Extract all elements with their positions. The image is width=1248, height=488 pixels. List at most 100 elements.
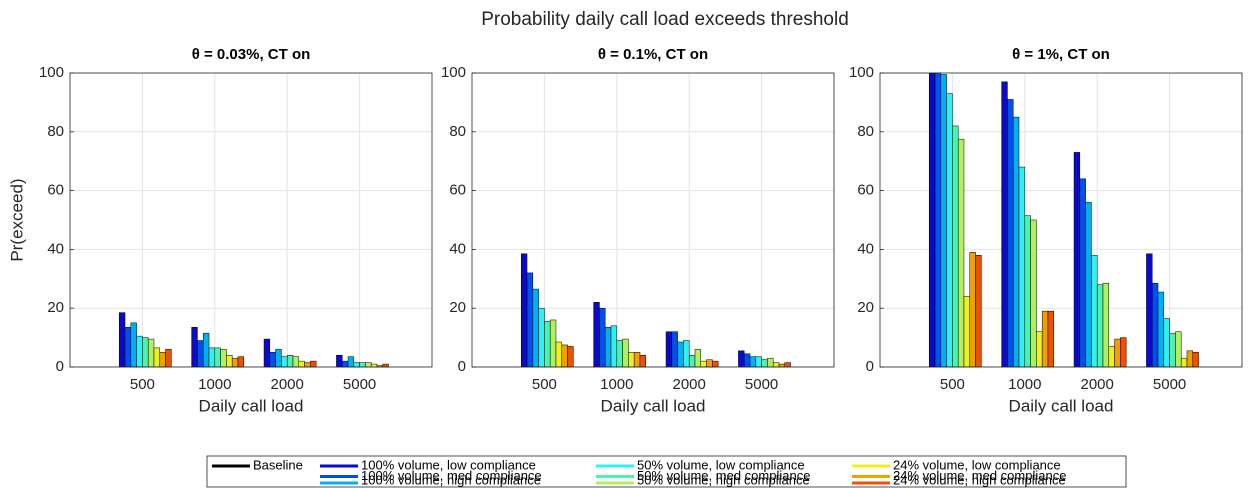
bar [1175, 331, 1182, 368]
legend-label: 50% volume, med compliance [637, 468, 810, 483]
bar [963, 296, 971, 368]
bar [370, 363, 378, 368]
bar [784, 362, 791, 368]
y-tick-label: 60 [857, 182, 874, 199]
bar [957, 138, 965, 368]
legend-label: 100% volume, high compliance [361, 472, 541, 487]
x-tick-label: 2000 [271, 376, 304, 393]
bar [153, 347, 161, 368]
y-tick-label: 100 [39, 64, 64, 81]
bar [743, 353, 751, 368]
bar [1018, 166, 1026, 368]
bar [191, 327, 198, 368]
bar [694, 349, 702, 368]
bar [208, 347, 216, 368]
bar [622, 338, 629, 368]
bar [639, 354, 647, 368]
bar [1186, 350, 1194, 368]
bar [1163, 318, 1170, 368]
bar [165, 349, 172, 368]
bar [341, 360, 349, 368]
legend-label: 24% volume, high compliance [893, 472, 1066, 487]
legend-label: 50% volume, low compliance [637, 457, 805, 472]
bar [593, 302, 600, 368]
bar [365, 362, 372, 368]
axes-box [69, 72, 433, 368]
bar [286, 354, 294, 368]
bar [749, 356, 757, 368]
legend-label: 24% volume, low compliance [893, 457, 1061, 472]
bar [1085, 202, 1092, 368]
bar [555, 341, 563, 368]
bar [347, 356, 355, 368]
bar [359, 362, 366, 368]
bar [934, 72, 942, 368]
x-tick-label: 5000 [745, 376, 778, 393]
y-tick-label: 60 [47, 182, 64, 199]
bar [124, 327, 132, 368]
legend-label: 50% volume, high compliance [637, 472, 810, 487]
bar [532, 288, 539, 368]
bar [1192, 352, 1199, 368]
bar [1030, 219, 1037, 368]
y-tick-label: 80 [47, 123, 64, 140]
bar [1001, 81, 1008, 368]
bar [628, 352, 635, 368]
plot-area [70, 73, 432, 367]
bar [214, 347, 221, 368]
x-tick-label: 5000 [1153, 376, 1186, 393]
bar [1079, 178, 1086, 368]
subplot-title: θ = 0.1%, CT on [598, 46, 708, 63]
bar [353, 362, 360, 368]
x-tick-label: 500 [130, 376, 155, 393]
y-tick-label: 0 [56, 358, 64, 375]
y-tick-label: 80 [449, 123, 466, 140]
bar [677, 341, 684, 368]
bar [1102, 282, 1110, 368]
bar [1180, 357, 1188, 368]
bar [275, 349, 282, 368]
bar [118, 312, 126, 368]
bar [269, 352, 276, 368]
bar [599, 307, 606, 368]
bar [671, 331, 678, 368]
bar [700, 360, 707, 368]
bar [1073, 152, 1081, 368]
bar [616, 340, 623, 368]
bar [292, 356, 300, 368]
figure-title: Probability daily call load exceeds thre… [481, 9, 849, 30]
bar [610, 325, 618, 368]
y-tick-label: 40 [449, 240, 466, 257]
bar [946, 93, 953, 368]
bar [1146, 253, 1153, 368]
x-axis-label: Daily call load [1009, 396, 1114, 415]
bar [1024, 215, 1031, 368]
bar [688, 354, 696, 368]
x-tick-label: 500 [940, 376, 965, 393]
legend-label: 24% volume, med compliance [893, 468, 1066, 483]
bar [1114, 338, 1121, 368]
bar [761, 359, 768, 368]
legend-label: 100% volume, med compliance [361, 468, 542, 483]
bar [1157, 291, 1165, 368]
bar [767, 357, 774, 368]
x-tick-label: 500 [532, 376, 557, 393]
x-tick-label: 2000 [1081, 376, 1114, 393]
bar [1012, 116, 1020, 368]
legend-label: 100% volume, low compliance [361, 457, 536, 472]
subplot-title: θ = 0.03%, CT on [192, 46, 311, 63]
bar [755, 356, 762, 368]
bar [231, 357, 239, 368]
bar [526, 272, 534, 368]
bar [1120, 337, 1127, 368]
bar [1036, 331, 1043, 368]
x-tick-label: 5000 [343, 376, 376, 393]
bar [975, 255, 982, 368]
legend-label: Baseline [253, 457, 303, 472]
bar [928, 72, 936, 368]
y-tick-label: 40 [857, 240, 874, 257]
bar [738, 350, 745, 368]
y-tick-label: 100 [849, 64, 874, 81]
y-tick-label: 100 [441, 64, 466, 81]
